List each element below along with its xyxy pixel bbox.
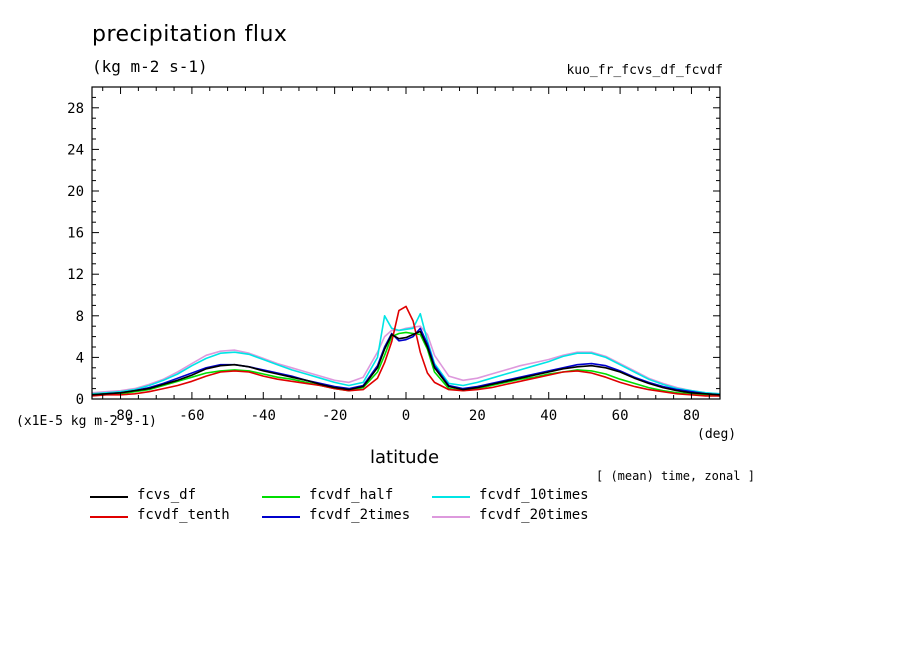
- x-tick-label: 80: [683, 408, 700, 424]
- y-tick-label: 24: [67, 142, 84, 158]
- legend-label: fcvdf_tenth: [137, 507, 230, 523]
- legend-swatch: [90, 516, 128, 518]
- chart-title: precipitation flux: [92, 22, 288, 47]
- chart-units: (kg m-2 s-1): [92, 57, 208, 76]
- legend-label: fcvs_df: [137, 487, 197, 503]
- y-tick-label: 16: [67, 226, 84, 242]
- x-tick-label: 60: [612, 408, 629, 424]
- series-line-fcvdf_20times: [91, 325, 721, 395]
- series-line-fcvdf_tenth: [91, 305, 720, 397]
- legend-swatch: [90, 496, 128, 498]
- x-tick-label: -20: [322, 408, 347, 424]
- series-line-fcvdf_2times: [91, 327, 721, 396]
- series-line-fcvdf_half: [91, 331, 721, 397]
- legend: fcvs_df fcvdf_tenth fcvdf_half fcvdf_2ti…: [90, 487, 650, 527]
- plot-frame: [91, 86, 721, 400]
- legend-swatch: [262, 516, 300, 518]
- x-tick-label: -40: [251, 408, 276, 424]
- x-tick-label: -60: [179, 408, 204, 424]
- x-tick-label: -80: [108, 408, 133, 424]
- series-line-fcvdf_10times: [91, 312, 721, 395]
- legend-swatch: [432, 516, 470, 518]
- legend-swatch: [262, 496, 300, 498]
- x-tick-label: 0: [402, 408, 410, 424]
- legend-label: fcvdf_half: [309, 487, 394, 503]
- x-tick-label: 20: [469, 408, 486, 424]
- legend-label: fcvdf_10times: [479, 487, 589, 503]
- x-tick-label: 40: [540, 408, 557, 424]
- y-tick-label: 4: [76, 350, 84, 366]
- x-axis-label: latitude: [370, 447, 440, 468]
- y-tick-label: 8: [76, 309, 84, 325]
- y-tick-label: 20: [67, 184, 84, 200]
- legend-label: fcvdf_20times: [479, 507, 589, 523]
- y-tick-label: 28: [67, 101, 84, 117]
- y-tick-label: 12: [67, 267, 84, 283]
- legend-label: fcvdf_2times: [309, 507, 411, 523]
- experiment-id: kuo_fr_fcvs_df_fcvdf: [566, 63, 723, 78]
- y-scale-label: (x1E-5 kg m-2 s-1): [16, 414, 157, 429]
- series-line-fcvs_df: [91, 330, 721, 396]
- averaging-note: [ (mean) time, zonal ]: [596, 469, 755, 483]
- y-tick-label: 0: [76, 392, 84, 408]
- x-unit-label: (deg): [697, 427, 737, 442]
- legend-swatch: [432, 496, 470, 498]
